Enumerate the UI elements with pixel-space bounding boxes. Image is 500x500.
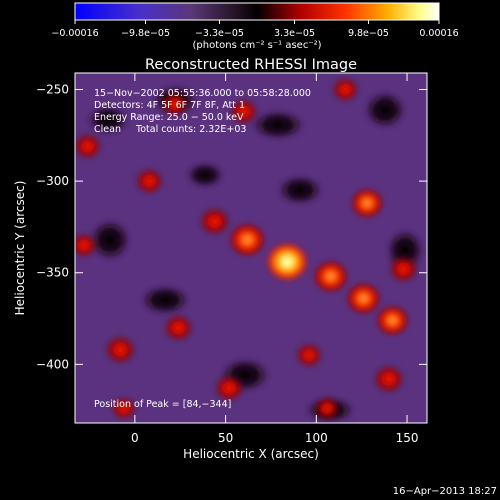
emission-source xyxy=(75,133,102,160)
plot-frame xyxy=(74,72,428,424)
annotation-detectors: Detectors: 4F 5F 6F 7F 8F, Att 1 xyxy=(94,100,245,111)
emission-source xyxy=(161,91,189,117)
colorbar xyxy=(74,2,440,21)
emission-source xyxy=(135,168,164,195)
emission-source xyxy=(313,260,349,293)
annotation-time-range: 15−Nov−2002 05:55:36.000 to 05:58:28.000 xyxy=(94,88,311,99)
y-tick-label: −400 xyxy=(36,357,69,371)
x-axis-ticks xyxy=(134,73,408,423)
colorbar-tick-label: 9.8e−05 xyxy=(348,28,389,39)
emission-source xyxy=(111,396,137,421)
colorbar-tick-label: −3.3e−05 xyxy=(195,28,244,39)
colorbar-tick-label: −9.8e−05 xyxy=(121,28,170,39)
y-tick-label: −300 xyxy=(36,174,69,188)
x-tick-label: 50 xyxy=(218,431,233,445)
x-axis-tick-labels: 0 50 100 150 xyxy=(131,431,418,445)
emission-sources xyxy=(75,77,419,421)
x-tick-label: 100 xyxy=(305,431,328,445)
emission-source xyxy=(228,222,266,257)
x-tick-label: 150 xyxy=(396,431,419,445)
annotation-clean-counts: Clean Total counts: 2.32E+03 xyxy=(94,124,246,135)
footer-timestamp: 16−Apr−2013 18:27 xyxy=(393,486,497,497)
chart-title: Reconstructed RHESSI Image xyxy=(145,57,357,73)
colorbar-tick-label: 3.3e−05 xyxy=(274,28,315,39)
annotation-energy-range: Energy Range: 25.0 − 50.0 keV xyxy=(94,112,244,123)
colorbar-ticks xyxy=(74,20,440,24)
emission-source xyxy=(229,98,259,125)
emission-source xyxy=(265,241,310,282)
emission-source xyxy=(295,342,323,368)
emission-source xyxy=(75,232,98,258)
emission-source xyxy=(373,364,405,394)
emission-source xyxy=(388,255,419,283)
y-tick-label: −350 xyxy=(36,266,69,280)
colorbar-units-label: (photons cm⁻² s⁻¹ asec⁻²) xyxy=(192,40,321,51)
x-axis-label: Heliocentric X (arcsec) xyxy=(183,447,319,461)
y-axis-ticks xyxy=(75,88,427,365)
heatmap-image xyxy=(75,73,427,423)
emission-source xyxy=(346,282,381,315)
emission-source xyxy=(214,374,245,402)
emission-source xyxy=(199,207,231,236)
colorbar-tick-label: −0.00016 xyxy=(51,28,98,39)
emission-source xyxy=(331,77,359,102)
emission-source xyxy=(314,396,341,421)
y-axis-label: Heliocentric Y (arcsec) xyxy=(13,181,27,316)
colorbar-tick-label: 0.00016 xyxy=(419,28,458,39)
emission-source xyxy=(375,305,410,336)
colorbar-tick-labels: −0.00016 −9.8e−05 −3.3e−05 3.3e−05 9.8e−05 0.… xyxy=(51,28,458,39)
y-axis-tick-labels: −250 −300 −350 −400 xyxy=(36,82,69,371)
peak-position-label: Position of Peak = [84,−344] xyxy=(94,399,231,410)
observation-annotations: 15−Nov−2002 05:55:36.000 to 05:58:28.000… xyxy=(94,88,311,135)
x-tick-label: 0 xyxy=(131,431,139,445)
y-tick-label: −250 xyxy=(36,82,69,96)
emission-source xyxy=(163,313,194,342)
emission-source xyxy=(104,335,137,365)
emission-source xyxy=(350,188,384,219)
